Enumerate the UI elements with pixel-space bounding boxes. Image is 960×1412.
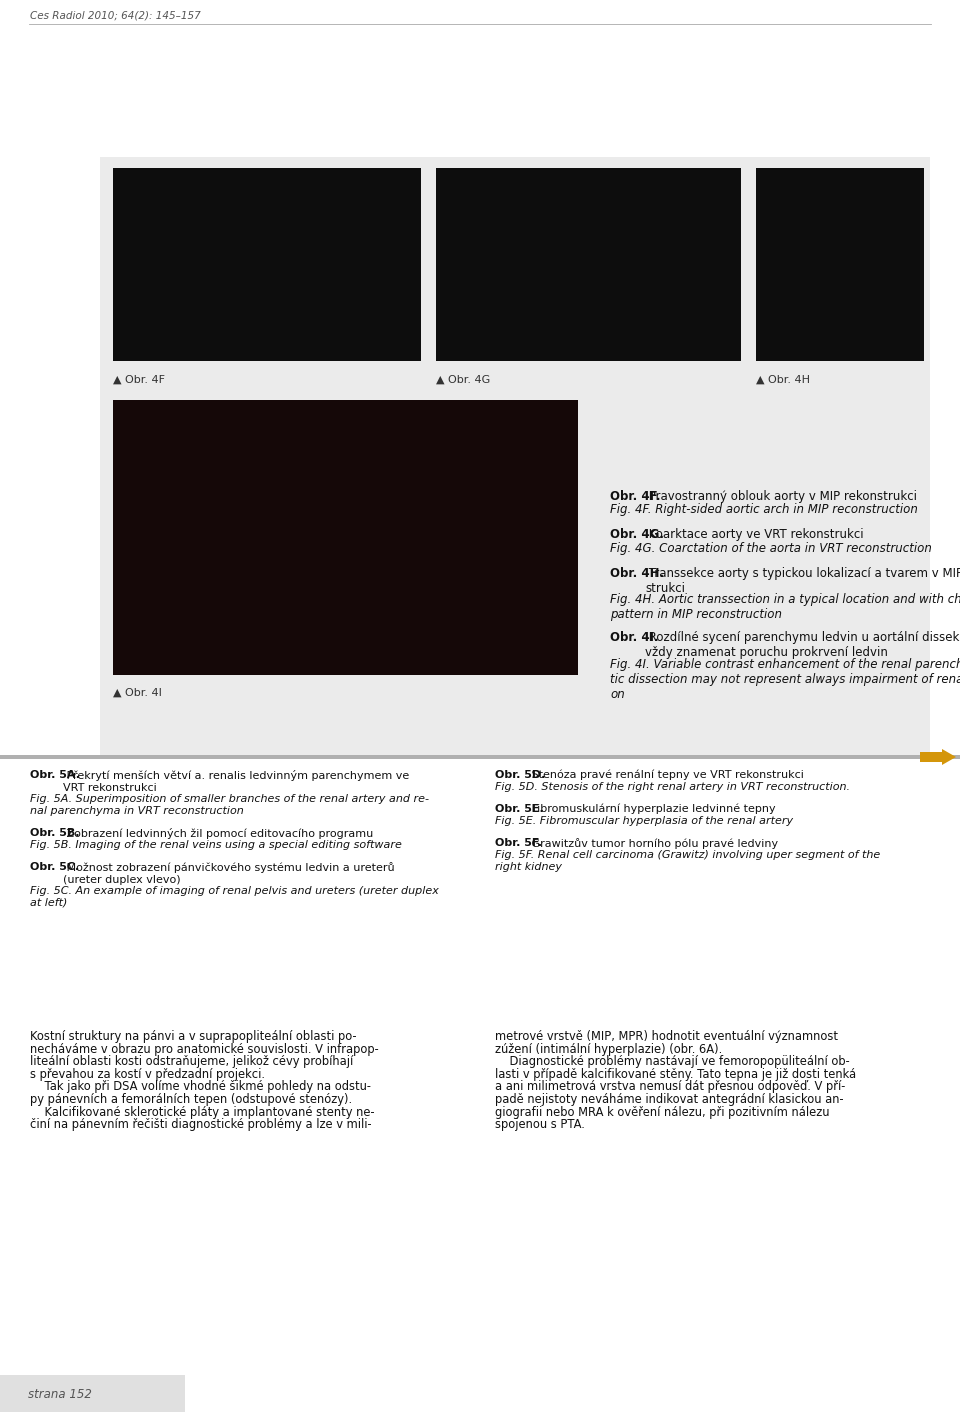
Text: Obr. 5E.: Obr. 5E. bbox=[495, 803, 543, 813]
Text: necháváme v obrazu pro anatomické souvislosti. V infrapop-: necháváme v obrazu pro anatomické souvis… bbox=[30, 1042, 379, 1056]
Text: Obr. 4H.: Obr. 4H. bbox=[610, 566, 664, 580]
Bar bbox=[756, 168, 924, 361]
Bar bbox=[0, 755, 960, 760]
Text: Tak jako při DSA volíme vhodné šikmé pohledy na odstu-: Tak jako při DSA volíme vhodné šikmé poh… bbox=[30, 1080, 371, 1093]
Text: Možnost zobrazení pánvičkového systému ledvin a ureterů
(ureter duplex vlevo): Možnost zobrazení pánvičkového systému l… bbox=[63, 861, 395, 884]
Text: a ani milimetrová vrstva nemusí dát přesnou odpověď. V pří-: a ani milimetrová vrstva nemusí dát přes… bbox=[495, 1080, 846, 1093]
Text: Grawitzův tumor horního pólu pravé ledviny: Grawitzův tumor horního pólu pravé ledvi… bbox=[528, 837, 779, 849]
Text: činí na pánevním řečišti diagnostické problémy a lze v mili-: činí na pánevním řečišti diagnostické pr… bbox=[30, 1118, 372, 1131]
Text: Překrytí menších větví a. renalis ledvinným parenchymem ve
VRT rekonstrukci: Překrytí menších větví a. renalis ledvin… bbox=[63, 770, 409, 792]
Text: Fibromuskulární hyperplazie ledvinné tepny: Fibromuskulární hyperplazie ledvinné tep… bbox=[528, 803, 776, 815]
Text: Obr. 5F.: Obr. 5F. bbox=[495, 837, 542, 849]
Text: Obr. 4I.: Obr. 4I. bbox=[610, 631, 659, 644]
Text: Fig. 5E. Fibromuscular hyperplasia of the renal artery: Fig. 5E. Fibromuscular hyperplasia of th… bbox=[495, 816, 793, 826]
Text: Obr. 5B.: Obr. 5B. bbox=[30, 827, 80, 837]
Text: strana 152: strana 152 bbox=[28, 1388, 92, 1401]
Text: Fig. 5B. Imaging of the renal veins using a special editing software: Fig. 5B. Imaging of the renal veins usin… bbox=[30, 840, 402, 850]
Text: Fig. 4I. Variable contrast enhancement of the renal parenchyma in aor-
tic disse: Fig. 4I. Variable contrast enhancement o… bbox=[610, 658, 960, 700]
Text: Obr. 5A.: Obr. 5A. bbox=[30, 770, 80, 779]
Text: py pánevních a femorálních tepen (odstupové stenózy).: py pánevních a femorálních tepen (odstup… bbox=[30, 1093, 352, 1106]
Text: Zobrazení ledvinných žil pomocí editovacího programu: Zobrazení ledvinných žil pomocí editovac… bbox=[63, 827, 373, 839]
Text: spojenou s PTA.: spojenou s PTA. bbox=[495, 1118, 585, 1131]
Text: Pravostranný oblouk aorty v MIP rekonstrukci: Pravostranný oblouk aorty v MIP rekonstr… bbox=[645, 490, 918, 503]
Text: Obr. 5C.: Obr. 5C. bbox=[30, 861, 80, 873]
Text: Fig. 5F. Renal cell carcinoma (Grawitz) involving uper segment of the
right kidn: Fig. 5F. Renal cell carcinoma (Grawitz) … bbox=[495, 850, 880, 871]
Bar bbox=[100, 157, 930, 757]
Text: liteální oblasti kosti odstraňujeme, jelikož cévy probíhají: liteální oblasti kosti odstraňujeme, jel… bbox=[30, 1055, 353, 1069]
Text: Obr. 4G.: Obr. 4G. bbox=[610, 528, 664, 541]
Text: Stenóza pravé renální tepny ve VRT rekonstrukci: Stenóza pravé renální tepny ve VRT rekon… bbox=[528, 770, 804, 781]
Text: Fig. 4F. Right-sided aortic arch in MIP reconstruction: Fig. 4F. Right-sided aortic arch in MIP … bbox=[610, 503, 918, 517]
Text: s převahou za kostí v předzadní projekci.: s převahou za kostí v předzadní projekci… bbox=[30, 1067, 265, 1080]
Text: ▲ Obr. 4H: ▲ Obr. 4H bbox=[756, 376, 810, 385]
FancyArrow shape bbox=[920, 748, 956, 765]
Text: Transsekce aorty s typickou lokalizací a tvarem v MIP rekon-
strukci: Transsekce aorty s typickou lokalizací a… bbox=[645, 566, 960, 594]
Bar bbox=[113, 168, 421, 361]
Text: padě nejistoty neváháme indikovat antegrádní klasickou an-: padě nejistoty neváháme indikovat antegr… bbox=[495, 1093, 844, 1106]
Text: Diagnostické problémy nastávají ve femoropopüliteální ob-: Diagnostické problémy nastávají ve femor… bbox=[495, 1055, 850, 1069]
Text: ▲ Obr. 4I: ▲ Obr. 4I bbox=[113, 688, 162, 698]
Text: lasti v případě kalcifikované stěny. Tato tepna je již dosti tenká: lasti v případě kalcifikované stěny. Tat… bbox=[495, 1067, 856, 1080]
Bar bbox=[113, 400, 578, 675]
Text: Fig. 4G. Coarctation of the aorta in VRT reconstruction: Fig. 4G. Coarctation of the aorta in VRT… bbox=[610, 542, 932, 555]
Text: Fig. 5D. Stenosis of the right renal artery in VRT reconstruction.: Fig. 5D. Stenosis of the right renal art… bbox=[495, 782, 850, 792]
Text: ▲ Obr. 4F: ▲ Obr. 4F bbox=[113, 376, 165, 385]
Text: Fig. 5A. Superimposition of smaller branches of the renal artery and re-
nal par: Fig. 5A. Superimposition of smaller bran… bbox=[30, 794, 429, 816]
Text: Obr. 4F.: Obr. 4F. bbox=[610, 490, 660, 503]
Text: zúžení (intimální hyperplazie) (obr. 6A).: zúžení (intimální hyperplazie) (obr. 6A)… bbox=[495, 1042, 722, 1056]
Text: Rozdílné sycení parenchymu ledvin u aortální dissekce nemusí
vždy znamenat poruc: Rozdílné sycení parenchymu ledvin u aort… bbox=[645, 631, 960, 659]
Bar bbox=[0, 1375, 185, 1412]
Text: Fig. 4H. Aortic transsection in a typical location and with characteristic
patte: Fig. 4H. Aortic transsection in a typica… bbox=[610, 593, 960, 621]
Text: metrové vrstvě (MIP, MPR) hodnotit eventuální významnost: metrové vrstvě (MIP, MPR) hodnotit event… bbox=[495, 1029, 838, 1043]
Text: giografii nebo MRA k ověření nálezu, při pozitivním nálezu: giografii nebo MRA k ověření nálezu, při… bbox=[495, 1106, 829, 1118]
Text: ▲ Obr. 4G: ▲ Obr. 4G bbox=[436, 376, 491, 385]
Bar bbox=[113, 400, 578, 675]
Text: Koarktace aorty ve VRT rekonstrukci: Koarktace aorty ve VRT rekonstrukci bbox=[645, 528, 864, 541]
Text: Kostní struktury na pánvi a v suprapopliteální oblasti po-: Kostní struktury na pánvi a v suprapopli… bbox=[30, 1029, 356, 1043]
Text: Obr. 5D.: Obr. 5D. bbox=[495, 770, 545, 779]
Text: Kalcifikované sklerotické pláty a implantované stenty ne-: Kalcifikované sklerotické pláty a implan… bbox=[30, 1106, 374, 1118]
Bar bbox=[436, 168, 741, 361]
Text: Ces Radiol 2010; 64(2): 145–157: Ces Radiol 2010; 64(2): 145–157 bbox=[30, 10, 201, 20]
Text: Fig. 5C. An example of imaging of renal pelvis and ureters (ureter duplex
at lef: Fig. 5C. An example of imaging of renal … bbox=[30, 885, 439, 908]
